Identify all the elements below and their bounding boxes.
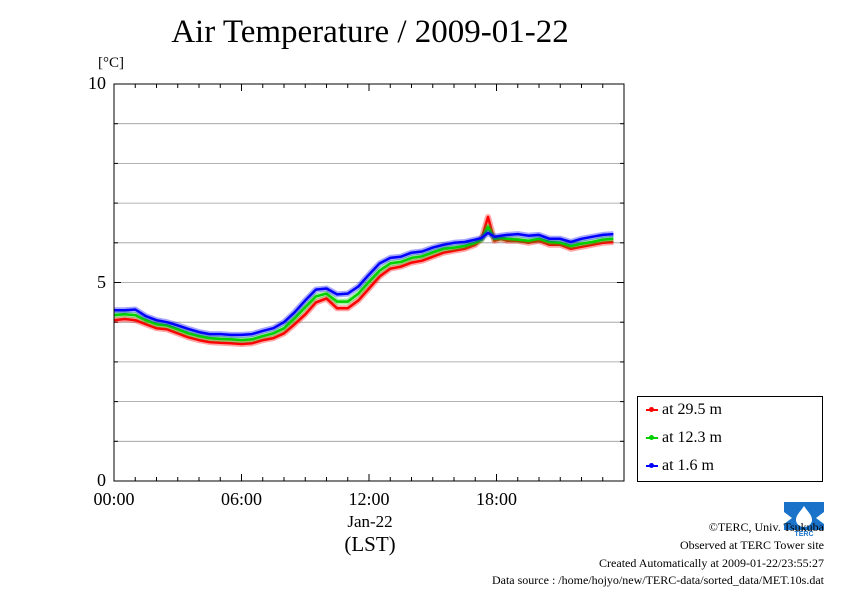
credit-created: Created Automatically at 2009-01-22/23:5…	[599, 556, 824, 570]
plot-frame	[113, 83, 625, 482]
y-tick-label: 0	[97, 470, 106, 490]
axis-ticks	[113, 83, 625, 482]
series-line-0	[113, 215, 614, 346]
x-axis-label: (LST)	[344, 532, 396, 556]
credit-source: Data source : /home/hojyo/new/TERC-data/…	[491, 573, 824, 587]
series-group	[113, 214, 614, 347]
x-tick-label: 12:00	[348, 489, 390, 509]
series-line-1	[113, 225, 614, 342]
y-axis-unit: [°C]	[98, 55, 124, 71]
chart-title: Air Temperature / 2009-01-22	[171, 14, 569, 50]
credit-copyright: ©TERC, Univ. Tsukuba	[708, 520, 824, 534]
legend: at 29.5 m at 12.3 m at 1.6 m	[637, 396, 823, 482]
series-line-2	[114, 231, 614, 337]
logo-text: TERC	[794, 531, 813, 538]
y-tick-label: 5	[97, 271, 106, 292]
x-date-label: Jan-22	[347, 512, 393, 531]
credit-site: Observed at TERC Tower site	[679, 538, 824, 552]
legend-marker	[649, 463, 654, 468]
legend-marker	[649, 407, 654, 412]
x-tick-label: 00:00	[93, 489, 135, 509]
x-tick-label: 18:00	[475, 489, 517, 509]
series-line-halo	[114, 229, 614, 338]
legend-marker	[649, 435, 654, 440]
terc-logo: TERC	[784, 502, 824, 538]
legend-label: at 12.3 m	[662, 429, 722, 446]
legend-label: at 1.6 m	[662, 457, 714, 474]
legend-label: at 29.5 m	[662, 401, 722, 418]
y-tick-label: 10	[88, 73, 106, 93]
x-tick-label: 06:00	[220, 489, 262, 509]
